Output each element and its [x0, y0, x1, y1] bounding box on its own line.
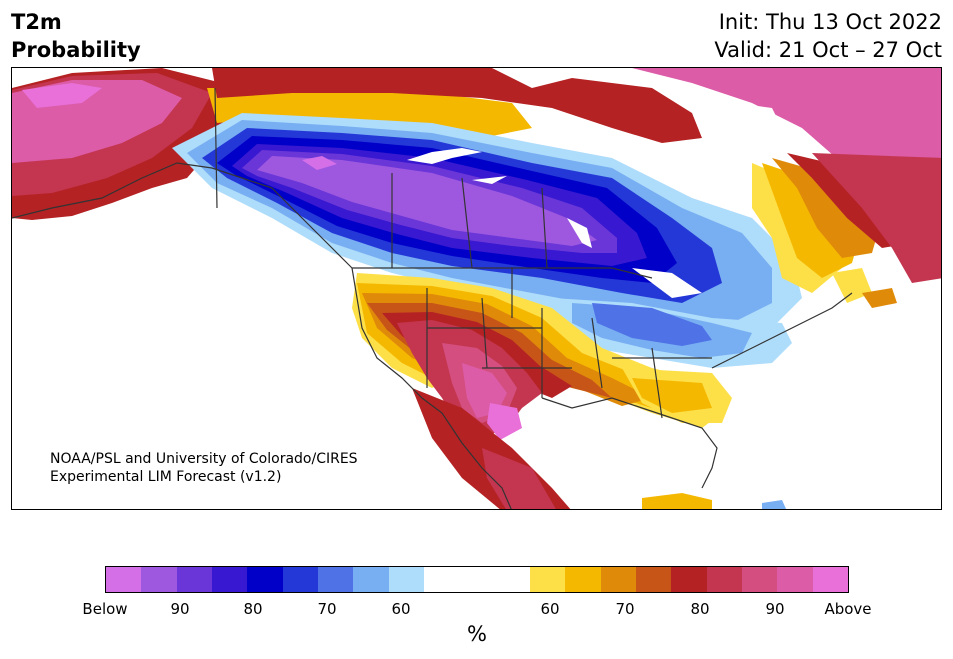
tick-label: 80: [690, 600, 710, 618]
colorbar-swatch-above: [529, 567, 566, 592]
tick-label: 90: [170, 600, 190, 618]
colorbar-swatch-above: [565, 567, 601, 592]
colorbar-swatch-above: [635, 567, 672, 592]
tick-label: 80: [243, 600, 263, 618]
colorbar-swatch-above: [741, 567, 778, 592]
colorbar-swatch-below: [176, 567, 212, 592]
colorbar: [105, 566, 849, 593]
tick-label: 70: [317, 600, 337, 618]
tick-label: 60: [391, 600, 411, 618]
title-line-2: Probability: [11, 38, 141, 62]
colorbar-swatch-above: [600, 567, 636, 592]
colorbar-swatch-below: [282, 567, 318, 592]
boundaries: [12, 87, 853, 509]
tick-label: 90: [765, 600, 785, 618]
colorbar-swatch-above: [706, 567, 742, 592]
colorbar-swatch-below: [247, 567, 283, 592]
colorbar-swatch-above: [671, 567, 707, 592]
valid-range: Valid: 21 Oct – 27 Oct: [714, 38, 942, 62]
probability-map: [12, 68, 941, 509]
colorbar-swatch-neutral: [423, 567, 530, 592]
colorbar-swatch-below: [211, 567, 248, 592]
tick-label: Above: [824, 600, 872, 618]
tick-label: 70: [615, 600, 635, 618]
map-credit: NOAA/PSL and University of Colorado/CIRE…: [50, 450, 358, 486]
init-date: Init: Thu 13 Oct 2022: [718, 10, 942, 34]
title-line-1: T2m: [11, 10, 62, 34]
forecast-dates: Init: Thu 13 Oct 2022 Valid: 21 Oct – 27…: [714, 8, 942, 64]
colorbar-swatch-above: [812, 567, 848, 592]
colorbar-swatch-below: [141, 567, 177, 592]
tick-label: Below: [82, 600, 128, 618]
colorbar-unit: %: [467, 622, 487, 646]
colorbar-swatch-below: [317, 567, 354, 592]
map-panel: NOAA/PSL and University of Colorado/CIRE…: [11, 67, 942, 510]
colorbar-swatch-below: [353, 567, 389, 592]
colorbar-swatch-above: [777, 567, 813, 592]
colorbar-swatch-below: [388, 567, 424, 592]
colorbar-swatch-below: [106, 567, 142, 592]
credit-line-1: NOAA/PSL and University of Colorado/CIRE…: [50, 451, 358, 467]
tick-label: 60: [540, 600, 560, 618]
map-title: T2m Probability: [11, 8, 141, 64]
credit-line-2: Experimental LIM Forecast (v1.2): [50, 469, 282, 485]
